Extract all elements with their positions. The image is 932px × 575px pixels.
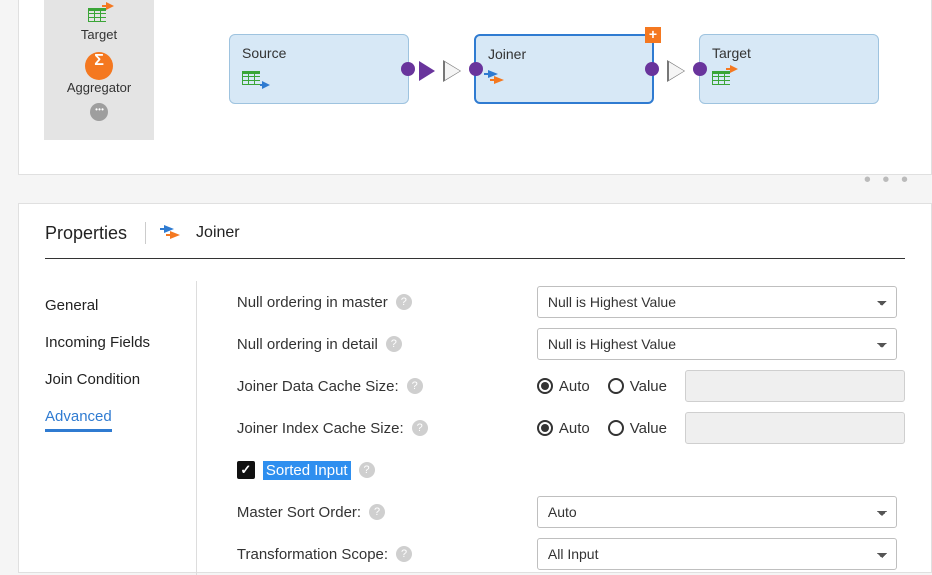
help-icon[interactable]: ? bbox=[386, 336, 402, 352]
properties-panel: Properties Joiner General Incoming Field… bbox=[18, 203, 932, 573]
node-source[interactable]: Source bbox=[229, 34, 409, 104]
edge-arrow bbox=[419, 61, 435, 81]
entity-label: Joiner bbox=[196, 224, 240, 242]
select-null-master[interactable]: Null is Highest Value bbox=[537, 286, 897, 318]
output-port[interactable] bbox=[401, 62, 415, 76]
help-icon[interactable]: ? bbox=[412, 420, 428, 436]
palette-item-target[interactable]: Target bbox=[44, 0, 154, 46]
input-index-cache-value[interactable] bbox=[685, 412, 905, 444]
select-master-sort[interactable]: Auto bbox=[537, 496, 897, 528]
label-null-detail: Null ordering in detail bbox=[237, 336, 378, 353]
edge-arrow-open bbox=[445, 61, 461, 81]
panel-title: Properties bbox=[45, 223, 127, 244]
joiner-icon bbox=[488, 70, 512, 86]
edge-arrow-open bbox=[669, 61, 685, 81]
properties-tabs: General Incoming Fields Join Condition A… bbox=[45, 281, 197, 575]
input-port[interactable] bbox=[693, 62, 707, 76]
help-icon[interactable]: ? bbox=[359, 462, 375, 478]
node-joiner[interactable]: + Joiner bbox=[474, 34, 654, 104]
transformation-palette: Target Σ Aggregator bbox=[44, 0, 154, 140]
input-port[interactable] bbox=[469, 62, 483, 76]
advanced-form: Null ordering in master? Null is Highest… bbox=[197, 281, 905, 575]
node-target[interactable]: Target bbox=[699, 34, 879, 104]
divider bbox=[145, 222, 146, 244]
palette-item-label: Aggregator bbox=[67, 80, 131, 95]
radio-data-cache-value[interactable]: Value bbox=[608, 378, 667, 395]
palette-item-aggregator[interactable]: Σ Aggregator bbox=[44, 46, 154, 99]
target-icon bbox=[712, 69, 734, 87]
properties-header: Properties Joiner bbox=[45, 222, 905, 259]
input-data-cache-value[interactable] bbox=[685, 370, 905, 402]
node-label: Target bbox=[712, 45, 866, 61]
label-index-cache: Joiner Index Cache Size: bbox=[237, 420, 404, 437]
help-icon[interactable]: ? bbox=[407, 378, 423, 394]
palette-item-label: Target bbox=[81, 27, 117, 42]
tab-join-condition[interactable]: Join Condition bbox=[45, 361, 196, 398]
tab-incoming-fields[interactable]: Incoming Fields bbox=[45, 324, 196, 361]
label-master-sort: Master Sort Order: bbox=[237, 504, 361, 521]
select-null-detail[interactable]: Null is Highest Value bbox=[537, 328, 897, 360]
label-scope: Transformation Scope: bbox=[237, 546, 388, 563]
output-port[interactable] bbox=[645, 62, 659, 76]
label-sorted-input: Sorted Input bbox=[263, 461, 351, 480]
entity-indicator: Joiner bbox=[164, 224, 240, 242]
help-icon[interactable]: ? bbox=[396, 294, 412, 310]
tab-general[interactable]: General bbox=[45, 287, 196, 324]
palette-more[interactable] bbox=[44, 99, 154, 130]
add-port-icon[interactable]: + bbox=[645, 27, 661, 43]
radio-data-cache-auto[interactable]: Auto bbox=[537, 378, 590, 395]
radio-index-cache-auto[interactable]: Auto bbox=[537, 420, 590, 437]
aggregator-icon: Σ bbox=[85, 52, 113, 80]
label-null-master: Null ordering in master bbox=[237, 294, 388, 311]
mapping-canvas: Target Σ Aggregator Source + Joiner bbox=[18, 0, 932, 175]
panel-drag-handle[interactable]: • • • bbox=[864, 169, 911, 192]
target-icon bbox=[88, 6, 110, 24]
joiner-icon bbox=[164, 225, 188, 241]
tab-advanced[interactable]: Advanced bbox=[45, 398, 112, 432]
source-icon bbox=[242, 69, 264, 87]
help-icon[interactable]: ? bbox=[369, 504, 385, 520]
node-label: Source bbox=[242, 45, 396, 61]
label-data-cache: Joiner Data Cache Size: bbox=[237, 378, 399, 395]
node-label: Joiner bbox=[488, 46, 640, 62]
select-scope[interactable]: All Input bbox=[537, 538, 897, 570]
help-icon[interactable]: ? bbox=[396, 546, 412, 562]
radio-index-cache-value[interactable]: Value bbox=[608, 420, 667, 437]
checkbox-sorted-input[interactable] bbox=[237, 461, 255, 479]
ellipsis-icon bbox=[90, 103, 108, 121]
